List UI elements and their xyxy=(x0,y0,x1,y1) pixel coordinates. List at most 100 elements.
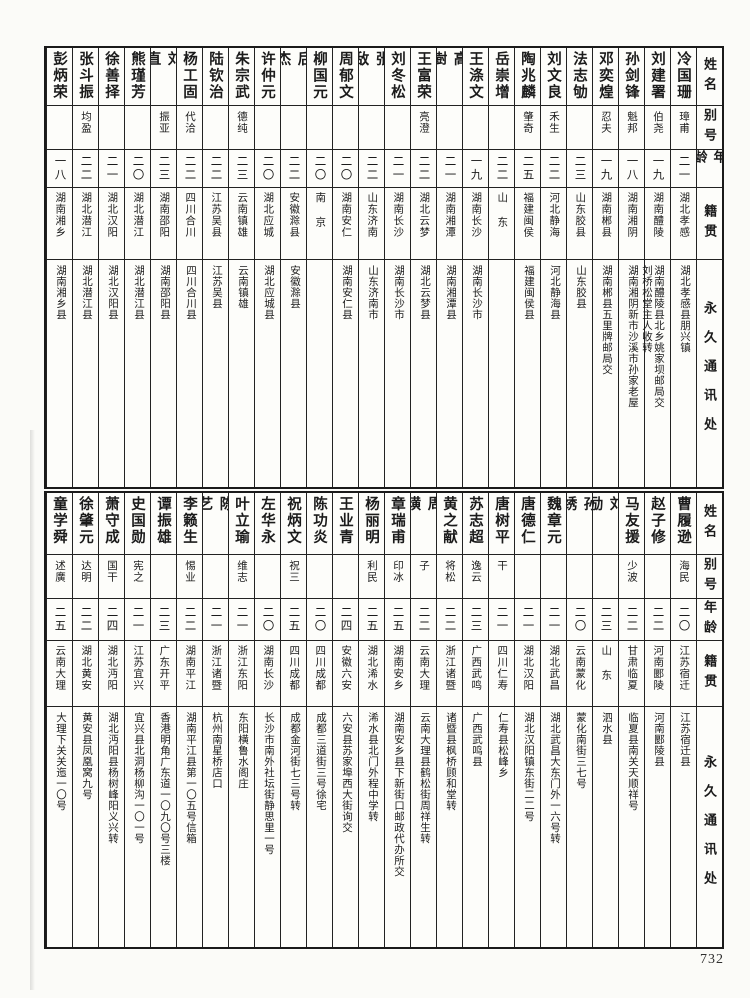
cell-text: 四川成都 xyxy=(314,645,326,691)
entry-column: 萧守成 国干 二四 湖北沔阳 湖北沔阳县杨树峰阳义兴转 xyxy=(98,493,124,947)
name-cell: 徐肇元 xyxy=(73,493,98,555)
cell-text: 一九 xyxy=(599,155,612,182)
entry-column: 杨工固 代洽 二二 四川合川 四川合川县 xyxy=(176,48,202,487)
address-cell: 湖南湘乡县 xyxy=(55,265,66,320)
address-cell: 泗水县 xyxy=(601,712,612,745)
entry-column: 陶兆麟 肇奇 二五 福建闽侯 福建闽侯县 xyxy=(514,48,540,487)
alias-cell: 子 xyxy=(411,555,436,599)
cell-text: 甘肃临夏 xyxy=(626,645,638,691)
age-cell: 二二 xyxy=(411,599,436,641)
origin-cell: 湖北沔阳 xyxy=(99,641,124,707)
origin-cell: 湖南醴陵 xyxy=(645,188,670,260)
origin-cell: 浙江诸暨 xyxy=(203,641,228,707)
cell-text: 朱宗武 xyxy=(233,51,249,101)
cell-text: 章瑞甫 xyxy=(389,496,405,546)
entry-column: 张敌 二二 山东济南 山东济南市 xyxy=(358,48,384,487)
cell-text: 湖北潜江 xyxy=(80,192,92,238)
cell-text: 二四 xyxy=(105,606,118,633)
address-cell: 湖北云梦县 xyxy=(419,265,430,320)
header-age-label: 年龄 xyxy=(702,599,717,640)
origin-cell: 江苏宜兴 xyxy=(125,641,150,707)
cell-text: 四川成都 xyxy=(288,645,300,691)
header-age: 年龄 xyxy=(697,599,722,641)
name-cell: 孙剑锋 xyxy=(619,48,644,106)
origin-cell: 湖北潜江 xyxy=(73,188,98,260)
origin-cell: 四川合川 xyxy=(177,188,202,260)
age-cell: 二五 xyxy=(385,599,410,641)
address-cell: 湖北武昌大东门外一六号转 xyxy=(549,712,560,844)
cell-text: 邓奕煌 xyxy=(597,51,613,101)
address-cell: 湖北应城县 xyxy=(263,265,274,320)
age-cell: 二五 xyxy=(359,599,384,641)
name-cell: 柳国元 xyxy=(307,48,332,106)
address-cell: 香港明角广东道一〇九〇号三楼 xyxy=(159,712,170,866)
name-cell: 唐树平 xyxy=(489,493,514,555)
cell-text: 湖南湘阴 xyxy=(626,192,638,238)
cell-text: 湖南平江 xyxy=(184,645,196,691)
cell-text: 二五 xyxy=(53,606,66,633)
entry-column: 史国勋 宪之 二一 江苏宜兴 宜兴县北洞杨柳沟一〇一号 xyxy=(124,493,150,947)
alias-cell: 逸云 xyxy=(463,555,488,599)
header-origin: 籍贯 xyxy=(697,641,722,707)
cell-text: 二一 xyxy=(443,155,456,182)
cell-text: 维志 xyxy=(236,560,247,583)
origin-cell: 南京 xyxy=(307,188,332,260)
cell-text: 二二 xyxy=(651,606,664,633)
name-cell: 王业青 xyxy=(333,493,358,555)
age-cell: 二二 xyxy=(645,599,670,641)
header-age-label: 年龄 xyxy=(697,150,722,170)
cell-text: 二二 xyxy=(79,606,92,633)
cell-text: 二一 xyxy=(105,155,118,182)
age-cell: 二三 xyxy=(593,599,618,641)
cell-text: 湖南醴陵 xyxy=(652,192,664,238)
cell-text: 浙江东阳 xyxy=(236,645,248,691)
cell-text: 二四 xyxy=(339,606,352,633)
cell-text: 二五 xyxy=(521,155,534,182)
address-cell: 东阳横鲁水阁庄 xyxy=(237,712,248,789)
cell-text: 湖南长沙 xyxy=(392,192,404,238)
address-cell: 四川合川县 xyxy=(185,265,196,320)
header-address-label: 永久通讯处 xyxy=(702,754,717,900)
alias-cell xyxy=(437,106,462,150)
address-cell: 山东胶县 xyxy=(575,265,586,309)
roster-table-top: 姓名 别号 年龄 籍贯 永久通讯处 冷国珊 璋甫 二一 湖北孝感 湖北孝感县朋兴镇 刘建署… xyxy=(44,46,724,489)
alias-cell: 述廣 xyxy=(47,555,72,599)
address-cell: 河南郾陵县 xyxy=(653,712,664,767)
name-cell: 叶立瑜 xyxy=(229,493,254,555)
address-cell: 湖南醴陵县北乡姚家坝邮局交 刘桥松堂主人收转 xyxy=(641,265,664,408)
address-cell: 云南镇雄 xyxy=(237,265,248,309)
cell-text: 二三 xyxy=(469,606,482,633)
cell-text: 刘励 xyxy=(593,496,618,529)
page-number: 732 xyxy=(700,952,724,967)
entry-column: 刘励 二三 山东 泗水县 xyxy=(592,493,618,947)
alias-cell xyxy=(359,106,384,150)
cell-text: 谭振雄 xyxy=(155,496,171,546)
cell-text: 河北静海 xyxy=(548,192,560,238)
cell-text: 二〇 xyxy=(573,606,586,633)
alias-cell: 维志 xyxy=(229,555,254,599)
name-cell: 熊瑾芳 xyxy=(125,48,150,106)
name-cell: 杨丽明 xyxy=(359,493,384,555)
cell-text: 后杰 xyxy=(281,51,306,84)
cell-text: 广西武鸣 xyxy=(470,645,482,691)
cell-text: 李籁生 xyxy=(181,496,197,546)
header-address: 永久通讯处 xyxy=(697,707,722,947)
cell-text: 安徽滁县 xyxy=(288,192,300,238)
alias-cell xyxy=(203,106,228,150)
age-cell: 二一 xyxy=(99,150,124,188)
entry-column: 刘冬松 二一 湖南长沙 湖南长沙市 xyxy=(384,48,410,487)
cell-text: 一八 xyxy=(53,155,66,182)
cell-text: 王涤文 xyxy=(467,51,483,101)
alias-cell xyxy=(255,555,280,599)
age-cell: 二一 xyxy=(541,599,566,641)
address-cell: 宜兴县北洞杨柳沟一〇一号 xyxy=(133,712,144,844)
origin-cell: 山东 xyxy=(593,641,618,707)
entry-column: 孙剑锋 魁邦 一八 湖南湘阴 湖南湘阴新市沙溪市孙家老屋 xyxy=(618,48,644,487)
origin-cell: 江苏吴县 xyxy=(203,188,228,260)
entry-column: 陈艺 二一 浙江诸暨 杭州南星桥店口 xyxy=(202,493,228,947)
name-cell: 陈艺 xyxy=(203,493,228,555)
age-cell: 二五 xyxy=(47,599,72,641)
cell-text: 刘文良 xyxy=(545,51,561,101)
address-cell: 大理下关关迤一〇号 xyxy=(55,712,66,811)
name-cell: 刘励 xyxy=(593,493,618,555)
